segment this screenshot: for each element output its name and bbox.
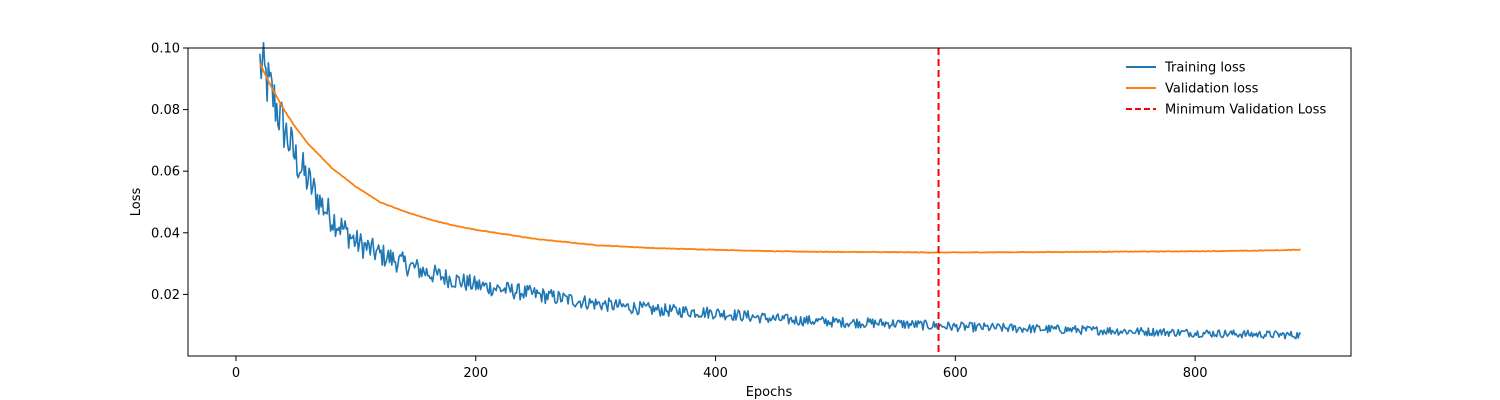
plot-frame: [187, 47, 1352, 357]
x-axis-ticks: 0 200 400 600 800: [232, 356, 1208, 381]
x-tick-label: 800: [1183, 366, 1208, 381]
legend-label-validation-loss: Validation loss: [1165, 82, 1259, 97]
legend-label-training-loss: Training loss: [1164, 61, 1246, 76]
series-line-validation: [259, 62, 1301, 254]
x-axis-label: Epochs: [746, 385, 793, 400]
y-tick-label: 0.04: [151, 226, 180, 241]
y-axis-ticks: 0.02 0.04 0.06 0.08 0.10: [151, 42, 188, 303]
y-tick-label: 0.10: [151, 42, 180, 57]
y-tick-label: 0.02: [151, 288, 180, 303]
y-axis-label: Loss: [129, 188, 144, 217]
y-tick-label: 0.06: [151, 165, 180, 180]
x-tick-label: 600: [943, 366, 968, 381]
legend-label-minimum-validation-loss: Minimum Validation Loss: [1165, 103, 1326, 118]
x-tick-label: 400: [703, 366, 728, 381]
series-line-training: [259, 41, 1302, 340]
series-layer: [259, 41, 1302, 340]
x-tick-label: 200: [463, 366, 488, 381]
x-tick-label: 0: [232, 366, 240, 381]
y-tick-label: 0.08: [151, 103, 180, 118]
legend: Training loss Validation loss Minimum Vali…: [1126, 61, 1326, 118]
